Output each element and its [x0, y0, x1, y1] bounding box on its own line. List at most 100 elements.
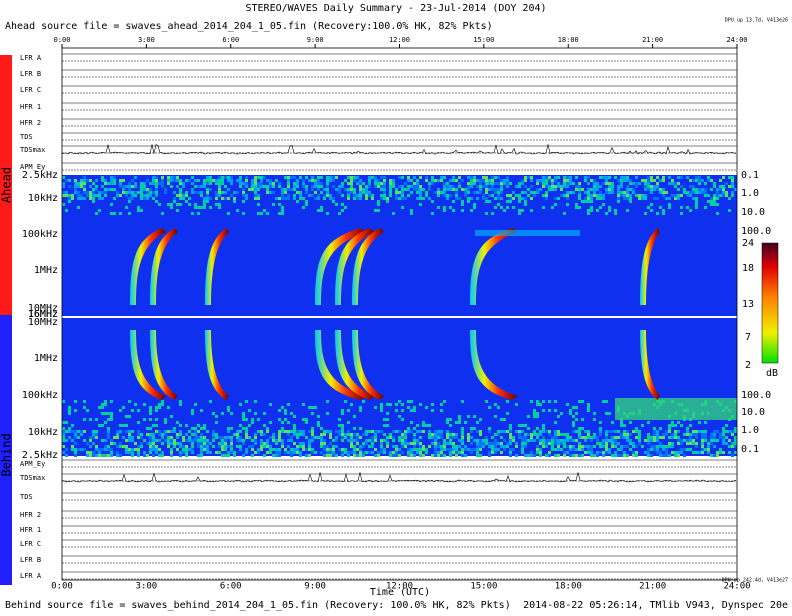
noise [284, 418, 287, 421]
noise [275, 448, 278, 451]
noise [65, 209, 68, 212]
noise [656, 176, 659, 179]
noise [476, 445, 479, 448]
noise [359, 188, 362, 191]
noise [407, 406, 410, 409]
noise [542, 400, 545, 403]
noise [656, 451, 659, 454]
noise [191, 439, 194, 442]
noise [440, 445, 443, 448]
noise [500, 206, 503, 209]
colorbar-unit: dB [766, 368, 778, 379]
noise [668, 442, 671, 445]
noise [374, 176, 377, 179]
noise [653, 433, 656, 436]
noise [578, 445, 581, 448]
noise [407, 400, 410, 403]
noise [419, 194, 422, 197]
noise [629, 197, 632, 200]
panel-label: LFR B [20, 556, 41, 564]
noise [401, 436, 404, 439]
noise [533, 415, 536, 418]
noise [299, 430, 302, 433]
noise [107, 436, 110, 439]
noise [137, 445, 140, 448]
noise [734, 427, 737, 430]
noise [83, 418, 86, 421]
noise [161, 182, 164, 185]
noise [179, 191, 182, 194]
behind-status: DPU up 242.4d, V413e27 [722, 578, 788, 584]
noise [479, 442, 482, 445]
noise [689, 209, 692, 212]
noise [419, 445, 422, 448]
noise [257, 448, 260, 451]
noise [152, 442, 155, 445]
noise [623, 197, 626, 200]
noise [521, 209, 524, 212]
noise [380, 176, 383, 179]
noise [542, 194, 545, 197]
noise [530, 433, 533, 436]
noise [341, 409, 344, 412]
noise [434, 433, 437, 436]
noise [416, 197, 419, 200]
noise [566, 403, 569, 406]
noise [620, 448, 623, 451]
noise [269, 451, 272, 454]
noise [665, 454, 668, 457]
noise [548, 176, 551, 179]
noise [263, 424, 266, 427]
noise [557, 185, 560, 188]
noise [491, 188, 494, 191]
noise [722, 427, 725, 430]
noise [173, 445, 176, 448]
noise [506, 412, 509, 415]
noise [491, 179, 494, 182]
noise [566, 191, 569, 194]
noise [302, 448, 305, 451]
noise [452, 188, 455, 191]
noise [380, 439, 383, 442]
noise [218, 451, 221, 454]
noise [239, 448, 242, 451]
noise [458, 197, 461, 200]
noise [563, 179, 566, 182]
noise [371, 430, 374, 433]
noise [308, 442, 311, 445]
noise [626, 185, 629, 188]
noise [689, 424, 692, 427]
noise [566, 451, 569, 454]
noise [119, 454, 122, 457]
noise [650, 209, 653, 212]
noise [458, 445, 461, 448]
noise [410, 400, 413, 403]
noise [311, 436, 314, 439]
noise [578, 442, 581, 445]
noise [107, 427, 110, 430]
noise [713, 445, 716, 448]
noise [428, 182, 431, 185]
noise [290, 176, 293, 179]
noise [95, 188, 98, 191]
noise [188, 448, 191, 451]
noise [221, 454, 224, 457]
noise [74, 448, 77, 451]
noise [611, 188, 614, 191]
noise [368, 182, 371, 185]
noise [641, 179, 644, 182]
noise [710, 454, 713, 457]
noise [395, 451, 398, 454]
noise [728, 197, 731, 200]
noise [536, 191, 539, 194]
noise [182, 448, 185, 451]
noise [449, 188, 452, 191]
noise [71, 194, 74, 197]
noise [635, 430, 638, 433]
noise [371, 451, 374, 454]
noise [167, 406, 170, 409]
noise [491, 445, 494, 448]
noise [221, 191, 224, 194]
noise [656, 212, 659, 215]
noise [515, 403, 518, 406]
